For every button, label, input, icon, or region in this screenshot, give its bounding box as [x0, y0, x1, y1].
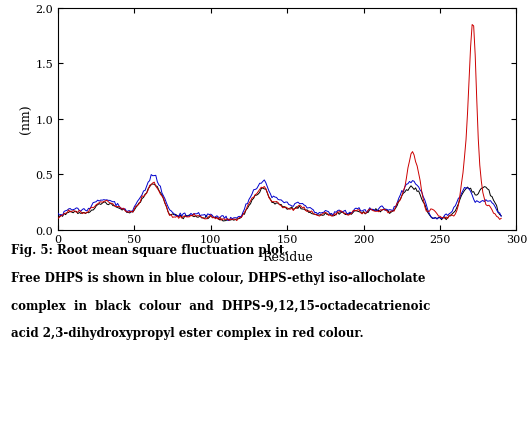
- Text: Free DHPS is shown in blue colour, DHPS-ethyl iso-allocholate: Free DHPS is shown in blue colour, DHPS-…: [11, 271, 425, 284]
- Text: Fig. 5: Root mean square fluctuation plot.: Fig. 5: Root mean square fluctuation plo…: [11, 244, 288, 256]
- Y-axis label: (nm): (nm): [19, 104, 33, 134]
- X-axis label: Residue: Residue: [262, 250, 313, 263]
- Text: complex  in  black  colour  and  DHPS-9,12,15-octadecatrienoic: complex in black colour and DHPS-9,12,15…: [11, 299, 430, 312]
- Text: acid 2,3-dihydroxypropyl ester complex in red colour.: acid 2,3-dihydroxypropyl ester complex i…: [11, 327, 363, 340]
